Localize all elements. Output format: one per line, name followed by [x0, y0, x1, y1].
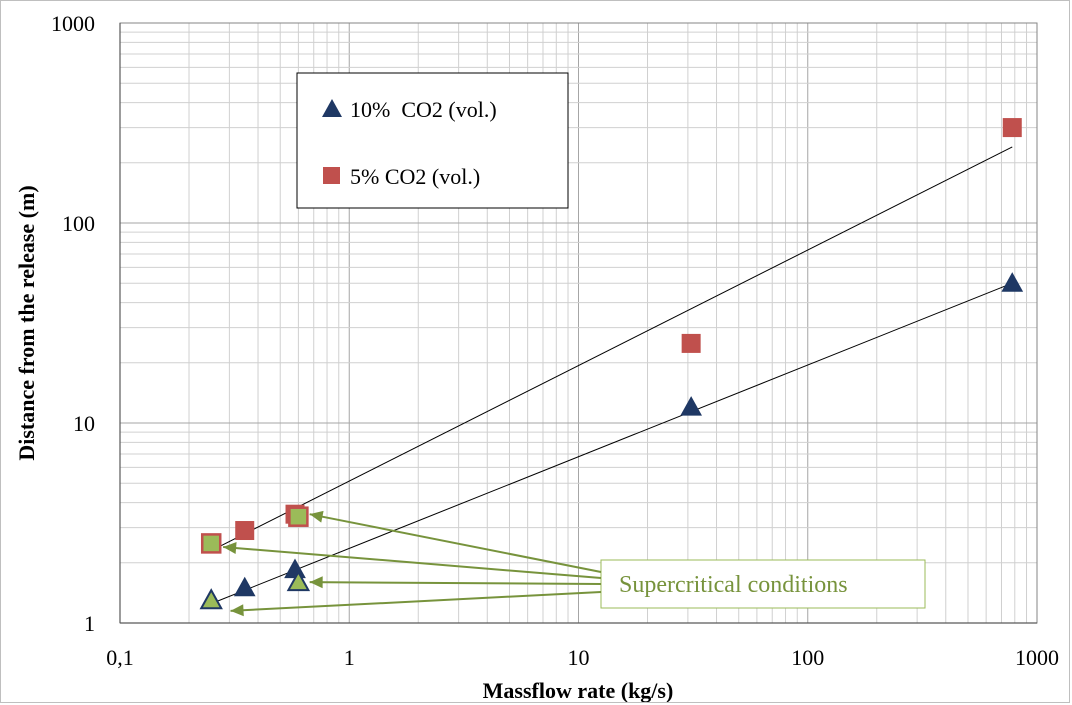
- triangle-marker: [680, 396, 702, 416]
- square-marker: [681, 333, 701, 353]
- y-tick-label: 100: [62, 211, 95, 236]
- square-marker: [1002, 118, 1022, 138]
- annotation: Supercritical conditions: [223, 510, 926, 617]
- y-tick-label: 1: [84, 611, 95, 636]
- annotation-arrow-line: [309, 581, 602, 585]
- square-marker: [235, 521, 255, 541]
- y-tick-labels: 1 10 100 1000: [51, 11, 95, 636]
- legend-triangle-marker: [322, 99, 342, 117]
- annotation-arrow-line: [309, 513, 602, 573]
- x-axis-title: Massflow rate (kg/s): [483, 678, 674, 702]
- triangle-marker: [284, 558, 306, 579]
- x-tick-label: 1000: [1015, 645, 1059, 670]
- axes: [119, 22, 1038, 624]
- y-tick-label: 10: [73, 411, 95, 436]
- legend-square-marker: [323, 167, 340, 184]
- trendlines: [211, 146, 1013, 605]
- x-tick-label: 1: [344, 645, 355, 670]
- annotation-arrowhead: [309, 510, 324, 523]
- square-marker-supercritical: [288, 506, 309, 527]
- triangle-marker: [233, 576, 256, 597]
- annotation-text: Supercritical conditions: [619, 572, 848, 598]
- annotation-arrow-line: [223, 545, 602, 579]
- trendline-series-1: [211, 282, 1013, 605]
- legend-label-series-2: 5% CO2 (vol.): [350, 164, 480, 189]
- legend: 10% CO2 (vol.) 5% CO2 (vol.): [296, 72, 569, 209]
- grid-lines: [119, 23, 1037, 624]
- annotation-arrow-line: [230, 591, 602, 612]
- x-tick-label: 100: [791, 645, 824, 670]
- x-tick-labels: 0,1 1 10 100 1000: [106, 645, 1059, 670]
- y-axis-title: Distance from the release (m): [14, 185, 39, 460]
- annotation-arrowhead: [309, 576, 323, 589]
- triangle-marker-supercritical: [286, 570, 311, 592]
- y-tick-label: 1000: [51, 11, 95, 36]
- x-tick-label: 10: [568, 645, 590, 670]
- triangle-marker: [1001, 272, 1024, 292]
- x-tick-label: 0,1: [106, 645, 134, 670]
- triangle-marker-supercritical: [199, 588, 223, 610]
- annotation-box: [600, 559, 926, 609]
- annotation-arrowhead: [230, 604, 244, 617]
- square-marker-supercritical: [200, 533, 222, 554]
- legend-label-series-1: 10% CO2 (vol.): [350, 97, 497, 122]
- annotation-arrowhead: [223, 542, 237, 555]
- data-markers: [199, 118, 1024, 610]
- trendline-series-2: [211, 146, 1013, 552]
- legend-box: [296, 72, 569, 209]
